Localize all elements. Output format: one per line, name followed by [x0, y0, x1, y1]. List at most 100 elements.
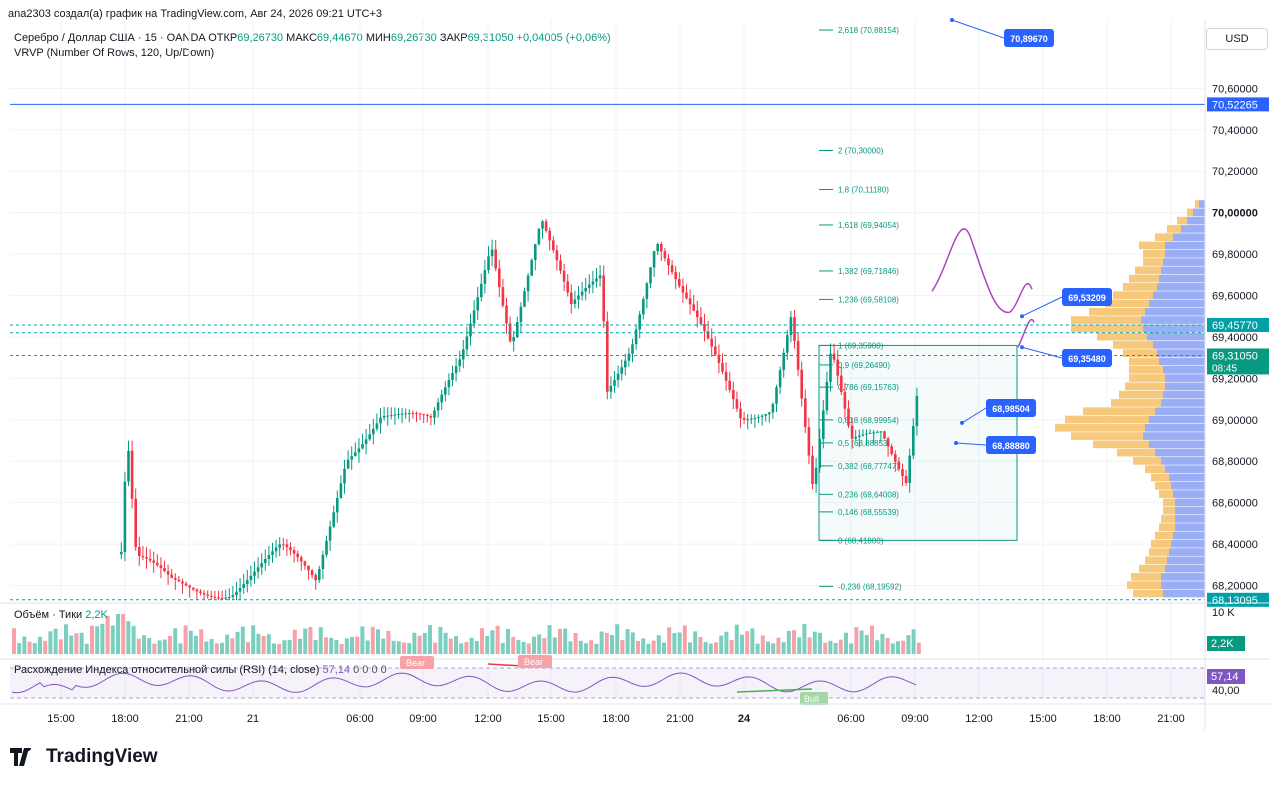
candle-body [836, 359, 839, 376]
time-tick: 06:00 [837, 713, 865, 725]
price-label-text: 69,31050 [1212, 350, 1258, 362]
vp-down-bar [1071, 432, 1143, 440]
vp-down-bar [1123, 349, 1157, 358]
volume-bar [292, 629, 297, 654]
candle-body [246, 580, 249, 585]
volume-bar [100, 623, 105, 654]
vp-up-bar [1145, 423, 1205, 432]
volume-bar [69, 635, 74, 654]
open-label: ОТКР [208, 32, 238, 44]
candle-body [454, 366, 458, 374]
candle-body [264, 558, 267, 564]
candle-body [908, 455, 911, 483]
candle-body [379, 417, 382, 424]
candle-body [584, 287, 587, 292]
candle-body [660, 244, 663, 252]
symbol-legend[interactable]: Серебро / Доллар США · 15 · OANDA ОТКР69… [14, 32, 611, 44]
volume-bar [407, 643, 412, 654]
candle-body [386, 415, 389, 417]
volume-bar [433, 642, 438, 654]
candle-body [339, 483, 343, 498]
candle-body [688, 298, 692, 305]
candle-body [616, 373, 620, 380]
candle-body [861, 434, 865, 436]
volume-bar [350, 637, 354, 654]
fib-level-label: 0,618 (68,99954) [838, 416, 899, 425]
candle-body [818, 439, 821, 468]
vp-down-bar [1151, 539, 1171, 548]
candle-body [282, 544, 285, 546]
volume-bar [646, 643, 651, 654]
candle-body [901, 468, 904, 477]
candle-body [822, 410, 825, 440]
volume-bar [422, 633, 427, 654]
candle-body [876, 431, 879, 433]
vp-up-bar [1169, 473, 1205, 482]
candle-body [667, 258, 670, 266]
candle-body [915, 396, 919, 426]
candle-body [228, 597, 231, 599]
volume-bar [324, 637, 328, 654]
vp-down-bar [1159, 523, 1175, 532]
volume-bar [43, 640, 48, 654]
volume-bar [682, 625, 687, 654]
vp-down-bar [1111, 399, 1161, 407]
volume-bar [802, 624, 807, 654]
volume-bar [844, 632, 848, 654]
fib-level-label: 0,786 (69,15763) [838, 383, 899, 392]
candle-body [782, 352, 785, 371]
volume-bar [880, 633, 885, 654]
vp-up-bar [1165, 374, 1205, 382]
time-tick: 15:00 [1029, 713, 1057, 725]
volume-bar [282, 640, 287, 654]
annotation-text: 69,53209 [1068, 293, 1106, 303]
volume-bar [235, 631, 240, 654]
rsi-pane: Bear Bear Bull 57,14 40,00 [0, 655, 1270, 705]
candle-body [573, 299, 577, 304]
volume-bar [703, 642, 708, 654]
volume-bar [698, 637, 703, 654]
candle-body [904, 476, 908, 483]
volume-bar [428, 625, 432, 654]
tradingview-logo[interactable]: TradingView [10, 746, 158, 768]
candle-body [210, 595, 213, 597]
volume-bar [724, 631, 729, 654]
candle-body [220, 597, 224, 599]
candle-body [728, 380, 731, 390]
candle-body [825, 381, 829, 411]
rsi-legend[interactable]: Расхождение Индекса относительной силы (… [14, 664, 387, 676]
candle-body [577, 295, 580, 300]
volume-bar [558, 628, 562, 654]
volume-bar [625, 629, 630, 654]
time-tick: 24 [738, 713, 751, 725]
candle-body [321, 554, 325, 570]
volume-bar [672, 633, 677, 654]
candle-body [404, 413, 407, 415]
volume-bar [121, 614, 126, 654]
candle-body [462, 349, 465, 360]
candle-body [624, 360, 627, 368]
vp-down-bar [1149, 548, 1169, 556]
vp-up-bar [1161, 581, 1205, 590]
volume-legend[interactable]: Объём · Тики 2,2K [14, 609, 108, 621]
candle-body [382, 415, 386, 418]
volume-bar [396, 641, 401, 654]
currency-button[interactable]: USD [1206, 28, 1268, 50]
vp-up-bar [1165, 465, 1205, 474]
vrvp-legend[interactable]: VRVP (Number Of Rows, 120, Up/Down) [14, 47, 215, 59]
candle-body [393, 414, 397, 416]
price-tick: 69,20000 [1212, 373, 1258, 385]
price-label-countdown: 08:45 [1212, 363, 1237, 374]
annotation-connector [955, 442, 987, 446]
bull-divergence-line [736, 688, 813, 693]
candle-body [832, 353, 836, 360]
volume-bar [194, 635, 198, 654]
volume-bar [610, 634, 614, 654]
fib-level-label: 1,618 (69,94054) [838, 221, 899, 230]
vp-up-bar [1147, 332, 1205, 341]
candle-body [696, 310, 699, 318]
candle-body [771, 403, 775, 413]
volume-bar [500, 642, 505, 654]
candle-body [444, 387, 447, 395]
